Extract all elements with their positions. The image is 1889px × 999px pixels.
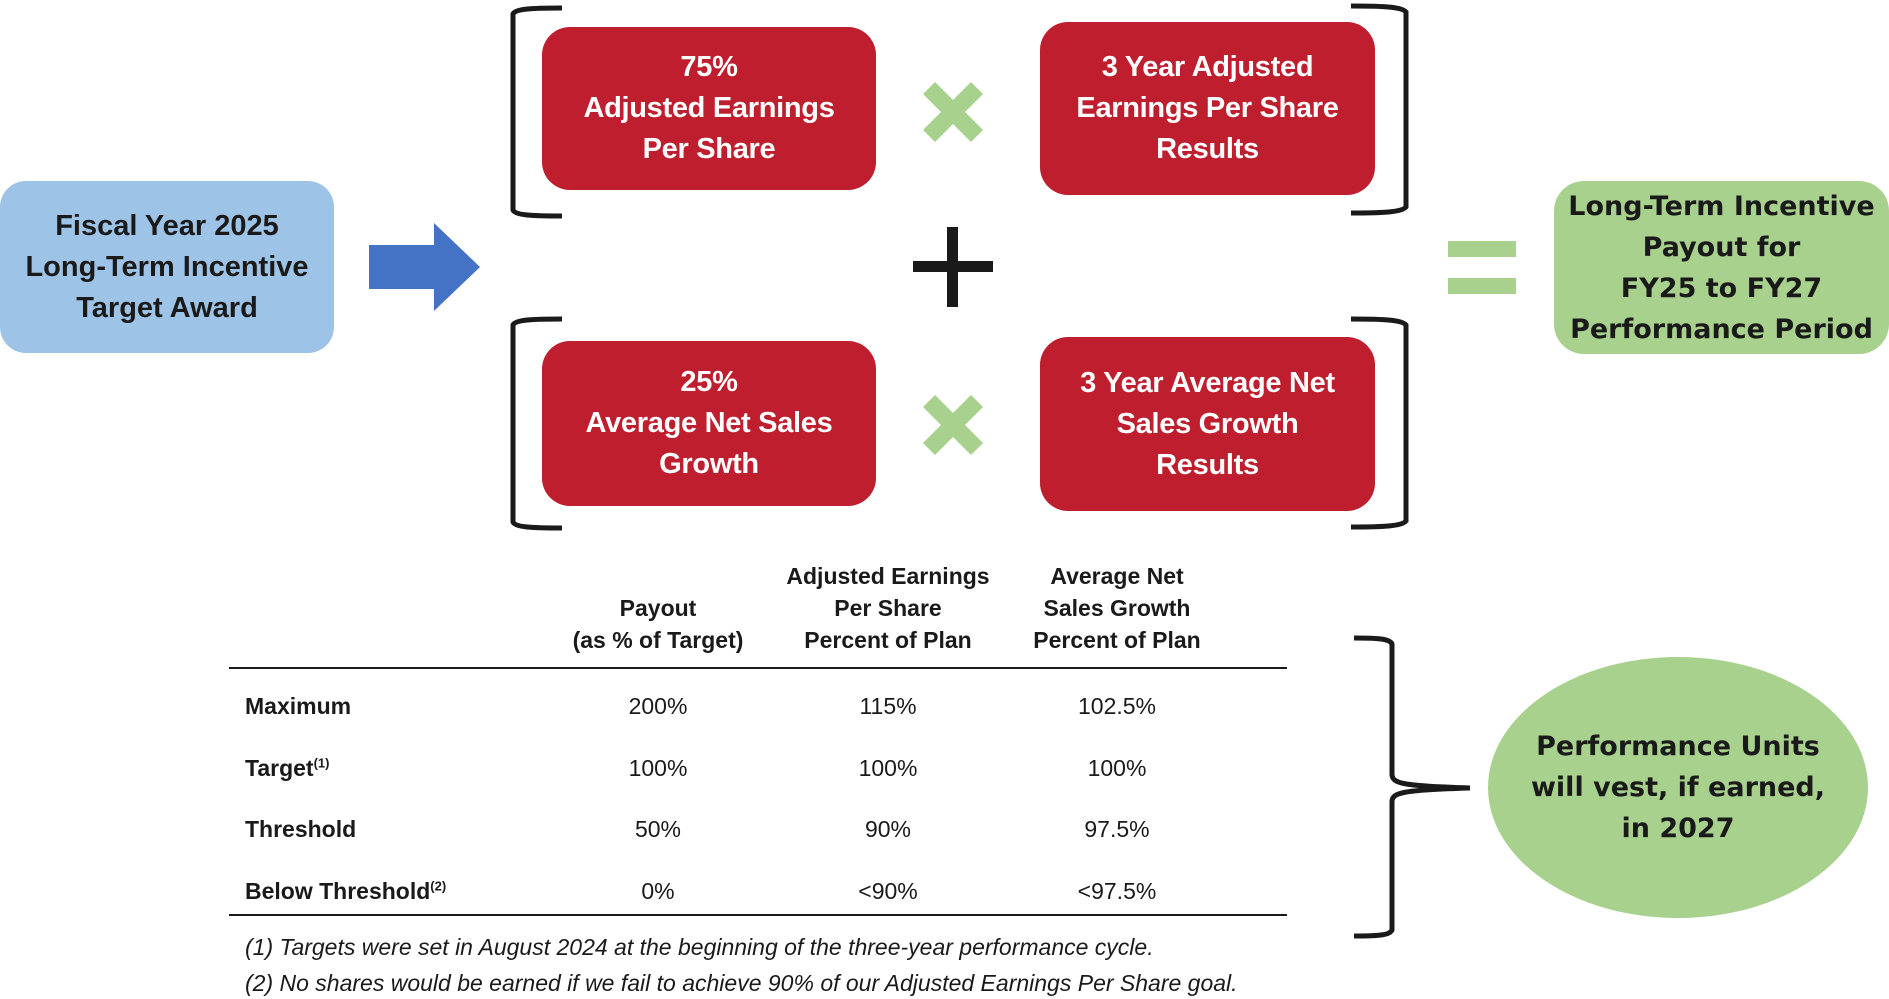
box-line: Performance Period	[1570, 313, 1873, 345]
box-line: 3 Year Adjusted	[1101, 51, 1314, 83]
eps-weight-box: 75% Adjusted Earnings Per Share	[542, 27, 876, 190]
box-line: Payout for	[1642, 231, 1801, 263]
cell-sales: <97.5%	[1077, 878, 1157, 904]
header-sales: Average Net Sales Growth Percent of Plan	[1033, 560, 1200, 656]
cell-payout: 0%	[641, 878, 675, 904]
target-award-box: Fiscal Year 2025 Long-Term Incentive Tar…	[0, 181, 334, 353]
header-line: Payout	[619, 595, 697, 621]
box-line: Results	[1156, 448, 1259, 481]
cell-eps: <90%	[858, 878, 918, 904]
box-line: 25%	[680, 366, 738, 398]
cell-sales: 97.5%	[1084, 816, 1150, 842]
eps-result-box: 3 Year Adjusted Earnings Per Share Resul…	[1040, 22, 1375, 195]
header-eps: Adjusted Earnings Per Share Percent of P…	[786, 560, 989, 656]
right-bracket-top	[1350, 3, 1409, 216]
box-line: Adjusted Earnings	[583, 92, 835, 124]
sales-result-box: 3 Year Average Net Sales Growth Results	[1040, 337, 1375, 511]
cell-payout: 200%	[628, 693, 688, 719]
header-rule	[229, 667, 1287, 669]
box-line: Fiscal Year 2025	[55, 209, 279, 242]
footnote-ref: (1)	[313, 755, 330, 771]
header-line: Adjusted Earnings	[786, 563, 990, 589]
left-bracket-bottom	[510, 316, 563, 531]
row-label: Target(1)	[245, 755, 330, 781]
header-payout: Payout (as % of Target)	[573, 592, 744, 656]
footnote-2: (2) No shares would be earned if we fail…	[245, 970, 1238, 996]
multiply-icon	[923, 82, 983, 142]
box-line: 3 Year Average Net	[1080, 366, 1335, 399]
header-line: (as % of Target)	[572, 627, 744, 653]
ellipse-line: in 2027	[1621, 813, 1735, 844]
box-line: Long-Term Incentive	[1568, 190, 1875, 222]
payout-result-box: Long-Term Incentive Payout for FY25 to F…	[1554, 181, 1889, 354]
box-line: Target Award	[76, 291, 258, 324]
box-line: Growth	[659, 448, 759, 480]
header-line: Sales Growth	[1043, 595, 1191, 621]
box-line: Results	[1156, 133, 1259, 165]
cell-eps: 100%	[858, 755, 918, 781]
sales-weight-box: 25% Average Net Sales Growth	[542, 341, 876, 506]
row-label: Threshold	[245, 816, 357, 842]
right-arrow-icon	[369, 223, 480, 311]
row-label: Maximum	[245, 693, 352, 719]
cell-sales: 102.5%	[1077, 693, 1157, 719]
box-line: Sales Growth	[1116, 407, 1299, 440]
cell-payout: 50%	[634, 816, 682, 842]
box-line: FY25 to FY27	[1620, 272, 1823, 304]
left-bracket-top	[510, 5, 563, 219]
header-line: Average Net	[1050, 563, 1184, 589]
cell-eps: 115%	[859, 693, 917, 719]
bottom-rule	[229, 914, 1287, 916]
header-line: Percent of Plan	[1033, 627, 1201, 653]
footnote-ref: (2)	[430, 878, 447, 894]
cell-eps: 90%	[864, 816, 912, 842]
right-bracket-bottom	[1350, 316, 1409, 530]
row-label: Below Threshold(2)	[245, 878, 447, 904]
vesting-ellipse: Performance Units will vest, if earned, …	[1488, 657, 1868, 918]
header-line: Per Share	[834, 595, 942, 621]
cell-payout: 100%	[628, 755, 688, 781]
box-line: Earnings Per Share	[1076, 92, 1339, 124]
plus-icon	[913, 227, 993, 307]
equals-icon	[1448, 241, 1516, 294]
ellipse-line: Performance Units	[1536, 731, 1820, 762]
ellipse-line: will vest, if earned,	[1530, 772, 1826, 803]
box-line: 75%	[680, 51, 738, 83]
box-line: Average Net Sales	[585, 407, 833, 439]
box-line: Per Share	[642, 133, 776, 165]
cell-sales: 100%	[1087, 755, 1147, 781]
multiply-icon	[923, 395, 983, 455]
box-line: Long-Term Incentive	[25, 250, 309, 283]
curly-brace	[1353, 635, 1471, 939]
footnote-1: (1) Targets were set in August 2024 at t…	[245, 934, 1154, 960]
header-line: Percent of Plan	[804, 627, 972, 653]
